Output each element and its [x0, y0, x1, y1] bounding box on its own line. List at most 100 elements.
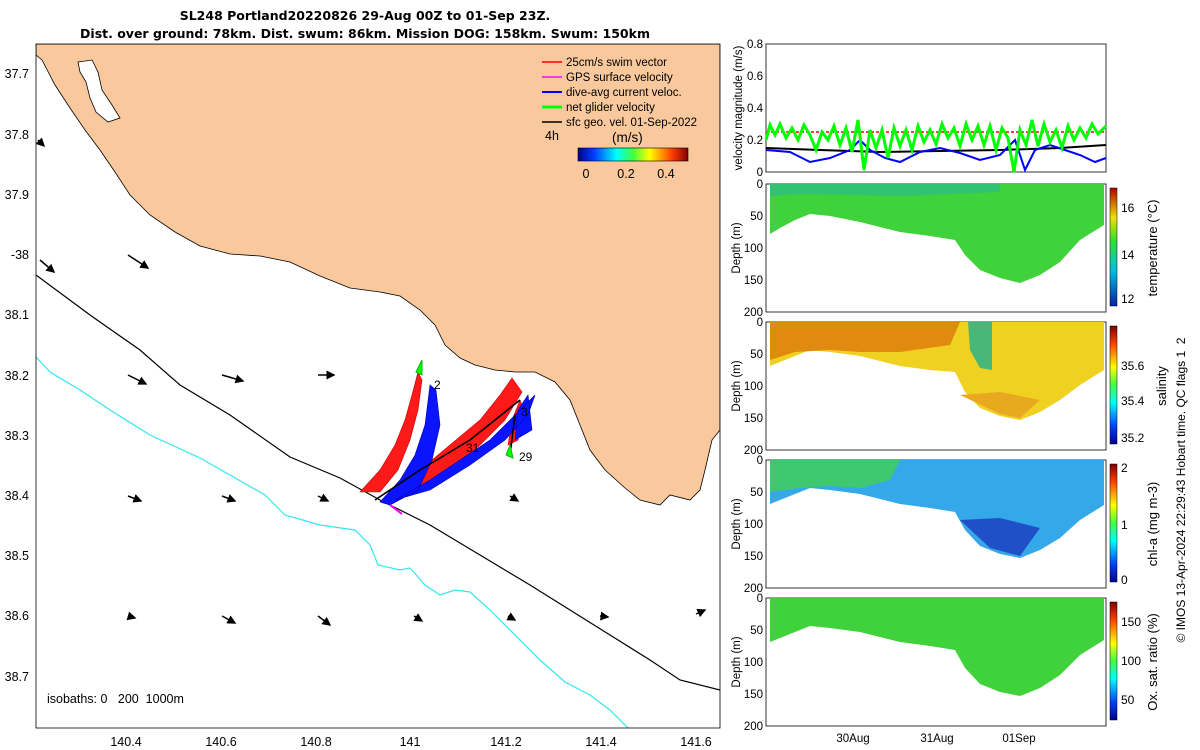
chla-panel: 2 1 0 chl-a (mg m-3) [765, 459, 1160, 589]
legend-item: net glider velocity [566, 102, 655, 114]
velocity-y-axis: 0 0.2 0.4 0.6 0.8 [747, 39, 764, 179]
map-x-axis: 140.4 140.6 140.8 141 141.2 141.4 141.6 [110, 735, 711, 749]
map-y-tick: 38.5 [5, 549, 29, 563]
velocity-y-tick: 0.6 [747, 71, 763, 83]
temperature-panel: 16 14 12 temperature (°C) [765, 183, 1160, 313]
chart-title: SL248 Portland20220826 29-Aug 00Z to 01-… [179, 8, 551, 23]
current-vector-fan [379, 384, 536, 506]
chla-colorbar [1109, 463, 1118, 583]
depth-tick: 100 [744, 381, 763, 393]
time-tick: 01Sep [1002, 733, 1035, 745]
depth-y-label: Depth (m) [731, 636, 743, 687]
colorbar-tick: 0.2 [617, 167, 634, 181]
legend-item: 25cm/s swim vector [566, 57, 667, 69]
speed-colorbar [577, 147, 689, 162]
depth-tick: 200 [744, 445, 763, 457]
lake [77, 59, 121, 123]
map-y-tick: 37.7 [5, 67, 29, 81]
oxygen-cbar-label: Ox. sat. ratio (%) [1145, 613, 1160, 711]
velocity-y-tick: 0.2 [747, 135, 763, 147]
map-legend: 25cm/s swim vector GPS surface velocity … [542, 57, 697, 181]
gps-velocity-mark [389, 504, 403, 515]
map-y-tick: 38.3 [5, 429, 29, 443]
net-velocity-marks [415, 359, 514, 459]
temperature-cbar-tick: 12 [1121, 292, 1135, 306]
depth-tick: 100 [744, 519, 763, 531]
salinity-panel: 35.6 35.4 35.2 salinity [765, 321, 1169, 451]
chla-surface-band [770, 460, 900, 492]
legend-item: dive-avg current veloc. [566, 87, 682, 99]
land-mass [36, 44, 720, 506]
map-x-tick: 140.4 [110, 735, 141, 749]
chla-cbar-label: chl-a (mg m-3) [1145, 482, 1160, 567]
depth-y-label: Depth (m) [731, 222, 743, 273]
temperature-cbar-ticks: 16 14 12 [1121, 201, 1135, 306]
track-label: 31 [466, 441, 480, 455]
isobath-1000m [36, 356, 629, 728]
temperature-cbar-label: temperature (°C) [1145, 200, 1160, 297]
map-y-tick: 38.2 [5, 369, 29, 383]
map-x-tick: 140.8 [300, 735, 331, 749]
velocity-y-tick: 0.4 [747, 103, 764, 115]
colorbar-unit-label: (m/s) [612, 130, 643, 145]
isobath-label: isobaths: 0 200 1000m [47, 692, 184, 706]
map-x-tick: 140.6 [205, 735, 236, 749]
oxygen-cbar-tick: 150 [1121, 615, 1141, 629]
salinity-deep [960, 392, 1040, 418]
chla-deep [960, 518, 1040, 556]
temperature-cbar-tick: 14 [1121, 248, 1135, 262]
depth-y-labels: Depth (m) Depth (m) Depth (m) Depth (m) [731, 222, 743, 687]
salinity-cbar-tick: 35.4 [1121, 394, 1145, 408]
depth-tick: 100 [744, 243, 763, 255]
depth-tick: 100 [744, 657, 763, 669]
map-y-tick: 38.6 [5, 609, 29, 623]
map-panel: 2 31 3 29 isobaths: 0 200 1000m 37.7 37.… [5, 43, 721, 749]
oxygen-panel: 150 100 50 Ox. sat. ratio (%) [765, 597, 1160, 727]
salinity-cbar-label: salinity [1154, 366, 1169, 406]
depth-tick: 0 [757, 317, 763, 329]
track-label: 29 [519, 450, 533, 464]
chla-cbar-tick: 1 [1121, 518, 1128, 532]
oxygen-cbar-tick: 100 [1121, 654, 1141, 668]
depth-tick: 50 [750, 211, 763, 223]
depth-y-axes: 0 50 100 150 200 0 50 100 150 200 0 50 1… [744, 179, 763, 733]
salinity-upper-layer [770, 322, 960, 360]
oxygen-cbar-ticks: 150 100 50 [1121, 615, 1141, 707]
time-tick: 30Aug [836, 733, 869, 745]
time-tick: 31Aug [920, 733, 953, 745]
track-label: 2 [434, 378, 441, 392]
velocity-y-tick: 0 [757, 167, 763, 179]
map-y-tick: 37.8 [5, 128, 29, 142]
depth-tick: 150 [744, 689, 763, 701]
temperature-cbar-tick: 16 [1121, 201, 1135, 215]
depth-tick: 200 [744, 721, 763, 733]
salinity-cbar-tick: 35.6 [1121, 359, 1145, 373]
map-y-tick: 37.9 [5, 188, 29, 202]
depth-y-label: Depth (m) [731, 360, 743, 411]
legend-item: sfc geo. vel. 01-Sep-2022 [566, 117, 697, 129]
net-speed-line [764, 118, 1108, 173]
map-y-tick: -38 [11, 248, 29, 262]
depth-tick: 0 [757, 179, 763, 191]
map-x-tick: 141.4 [585, 735, 616, 749]
salinity-cbar-tick: 35.2 [1121, 431, 1145, 445]
legend-item: GPS surface velocity [566, 72, 673, 84]
depth-tick: 0 [757, 455, 763, 467]
map-x-tick: 141 [400, 735, 421, 749]
temperature-surface-band [770, 184, 1000, 196]
map-y-tick: 38.7 [5, 670, 29, 684]
track-label: 3 [521, 405, 528, 419]
isobath-200m [36, 274, 720, 691]
map-y-tick: 38.1 [5, 308, 29, 322]
salinity-cbar-ticks: 35.6 35.4 35.2 [1121, 359, 1145, 445]
temperature-colorbar [1109, 187, 1118, 307]
depth-tick: 0 [757, 593, 763, 605]
oxygen-cbar-tick: 50 [1121, 693, 1135, 707]
depth-tick: 200 [744, 307, 763, 319]
temperature-section [770, 184, 1104, 283]
time-axis: 30Aug 31Aug 01Sep [836, 733, 1035, 745]
velocity-y-tick: 0.8 [747, 39, 763, 51]
oxygen-section [770, 598, 1104, 696]
depth-tick: 50 [750, 349, 763, 361]
